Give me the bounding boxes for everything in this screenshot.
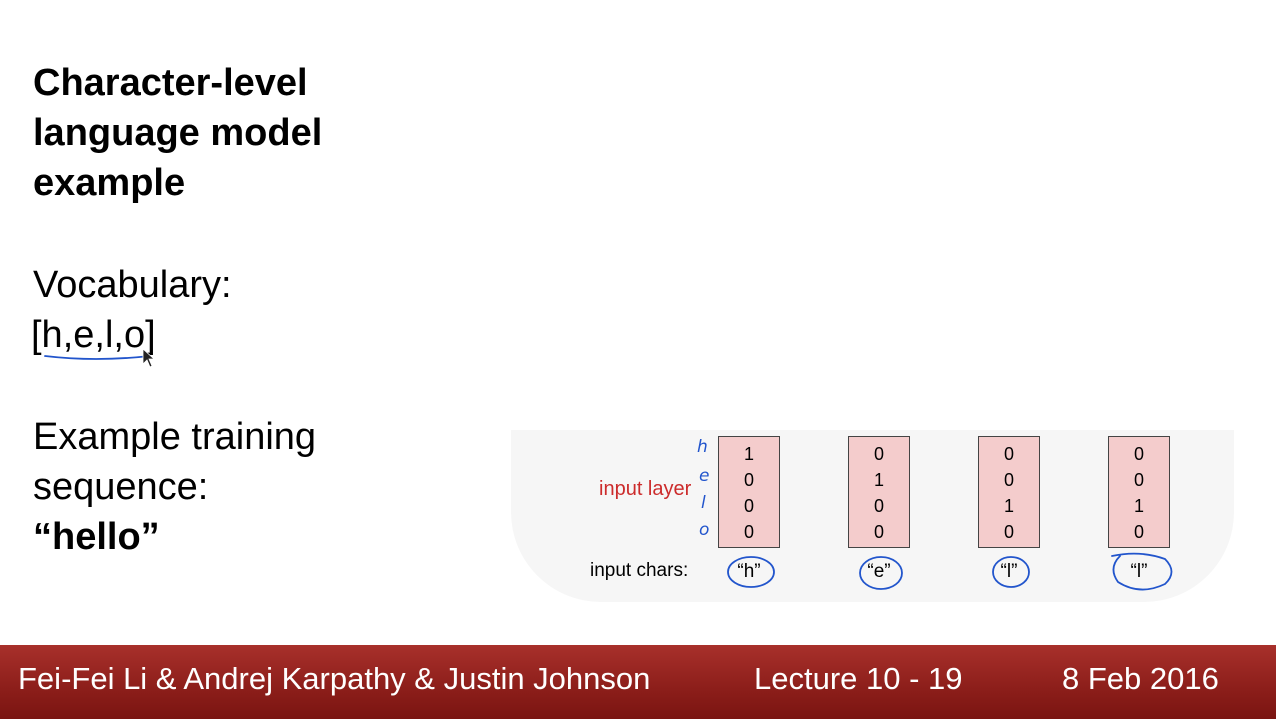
vocabulary-list: [h,e,l,o] <box>31 314 156 356</box>
vector-cell: 0 <box>1003 444 1014 464</box>
vector-cell: 0 <box>1133 522 1144 542</box>
title-line: language model <box>33 112 323 154</box>
one-hot-vector-e: 0 1 0 0 <box>848 436 910 548</box>
input-char: “e” <box>867 561 891 582</box>
input-char: “h” <box>737 561 761 582</box>
footer-date: 8 Feb 2016 <box>1062 661 1219 696</box>
one-hot-vector-l2: 0 0 1 0 <box>1108 436 1170 548</box>
input-layer-label: input layer <box>599 478 692 500</box>
footer-authors: Fei-Fei Li & Andrej Karpathy & Justin Jo… <box>18 661 651 696</box>
vector-cell: 1 <box>1003 496 1014 516</box>
vector-cell: 0 <box>1003 470 1014 490</box>
one-hot-vector-l1: 0 0 1 0 <box>978 436 1040 548</box>
vector-cell: 0 <box>873 496 884 516</box>
vector-cell: 0 <box>1003 522 1014 542</box>
title-line: Character-level <box>33 62 308 104</box>
vector-cell: 1 <box>873 470 884 490</box>
vector-cell: 0 <box>1133 470 1144 490</box>
footer-bar: Fei-Fei Li & Andrej Karpathy & Justin Jo… <box>0 645 1276 719</box>
title-line: example <box>33 162 186 204</box>
sequence-label-line: sequence: <box>33 466 209 508</box>
training-sequence-word: “hello” <box>33 516 160 558</box>
vector-cell: 0 <box>873 444 884 464</box>
vector-cell: 0 <box>743 470 754 490</box>
one-hot-vector-h: 1 0 0 0 <box>718 436 780 548</box>
input-char: “l” <box>1000 561 1018 582</box>
footer-lecture: Lecture 10 - 19 <box>754 661 963 696</box>
vocabulary-label: Vocabulary: <box>33 264 232 306</box>
vector-cell: 0 <box>743 496 754 516</box>
vector-cell: 0 <box>743 522 754 542</box>
sequence-label-line: Example training <box>33 416 317 458</box>
slide-title: Character-level language model example <box>33 58 322 208</box>
vector-cell: 0 <box>873 522 884 542</box>
input-chars-label: input chars: <box>590 560 689 581</box>
vector-cell: 0 <box>1133 444 1144 464</box>
training-sequence-label: Example training sequence: “hello” <box>33 412 316 562</box>
vector-cell: 1 <box>743 444 754 464</box>
vector-cell: 1 <box>1133 496 1144 516</box>
input-char: “l” <box>1130 561 1148 582</box>
